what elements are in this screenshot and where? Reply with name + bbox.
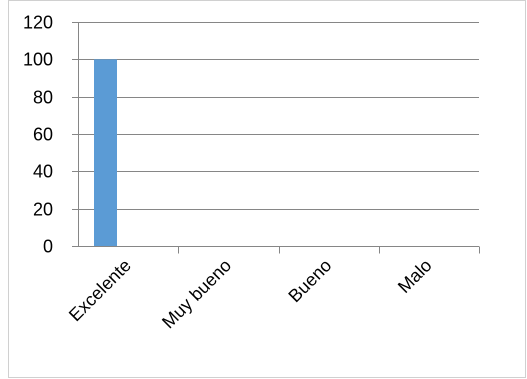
gridlines [72,22,479,247]
y-tick-label: 20 [33,200,53,220]
y-tick-labels: 0 20 40 60 80 100 120 [23,13,53,257]
y-tick-label: 120 [23,13,53,33]
axes [78,22,480,254]
y-tick-label: 0 [43,237,53,257]
y-tick-label: 40 [33,162,53,182]
bars [94,59,117,247]
y-tick-label: 100 [23,50,53,70]
y-tick-label: 80 [33,88,53,108]
y-tick-label: 60 [33,125,53,145]
bar-excelente [94,59,117,247]
chart-border [8,0,526,378]
